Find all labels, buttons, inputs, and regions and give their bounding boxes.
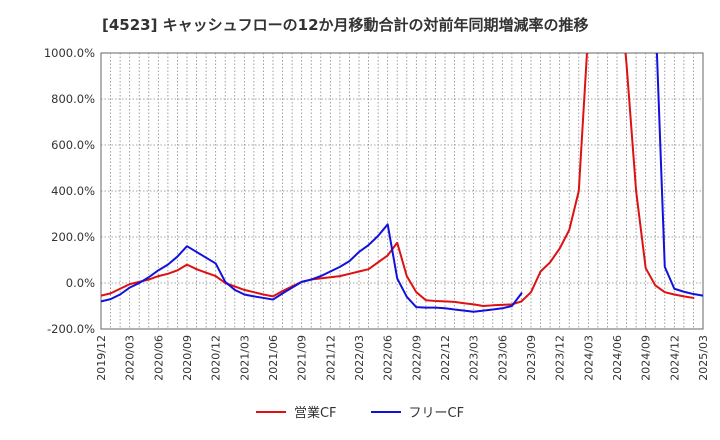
x-axis-ticks: 2019/12 2020/03 2020/06 2020/09 2020/12 2021/… [95,335,710,381]
y-tick-label: 200.0% [51,230,95,244]
y-tick-label: 600.0% [51,138,95,152]
x-tick-label: 2022/09 [410,335,423,381]
legend: 営業CF フリーCF [0,402,720,421]
x-tick-label: 2021/03 [238,335,251,381]
x-tick-label: 2020/12 [210,335,223,381]
x-tick-label: 2024/09 [640,335,653,381]
x-tick-label: 2023/12 [554,335,567,381]
legend-item-free-cf: フリーCF [370,402,465,421]
grid-lines [101,53,703,329]
y-tick-label: 800.0% [51,92,95,106]
x-tick-label: 2024/03 [582,335,595,381]
x-tick-label: 2023/03 [468,335,481,381]
x-tick-label: 2019/12 [95,335,108,381]
y-axis-ticks: -200.0% 0.0% 200.0% 400.0% 600.0% 800.0% 1000.… [44,46,95,336]
x-tick-label: 2021/06 [267,335,280,381]
x-tick-label: 2022/12 [439,335,452,381]
x-tick-label: 2024/06 [611,335,624,381]
x-tick-label: 2022/03 [353,335,366,381]
legend-item-operating-cf: 営業CF [255,402,337,421]
legend-swatch-operating-cf [255,410,286,413]
series-line-operating-cf [101,53,695,307]
x-tick-label: 2022/06 [382,335,395,381]
x-tick-label: 2024/12 [668,335,681,381]
legend-label-free-cf: フリーCF [408,406,465,421]
x-tick-label: 2025/03 [697,335,710,381]
x-tick-label: 2020/09 [181,335,194,381]
y-tick-label: 1000.0% [44,46,95,60]
x-tick-label: 2023/09 [525,335,538,381]
x-tick-label: 2020/06 [152,335,165,381]
series-line-free-cf [101,53,703,313]
legend-swatch-free-cf [370,410,401,413]
legend-label-operating-cf: 営業CF [293,406,337,421]
x-tick-label: 2020/03 [124,335,137,381]
y-tick-label: -200.0% [47,322,95,336]
series-lines [101,53,703,313]
chart-title: [4523] キャッシュフローの12か月移動合計の対前年同期増減率の推移 [102,16,589,34]
x-tick-label: 2021/09 [296,335,309,381]
x-tick-label: 2021/12 [324,335,337,381]
x-tick-label: 2023/06 [496,335,509,381]
y-tick-label: 0.0% [66,276,95,290]
y-tick-label: 400.0% [51,184,95,198]
